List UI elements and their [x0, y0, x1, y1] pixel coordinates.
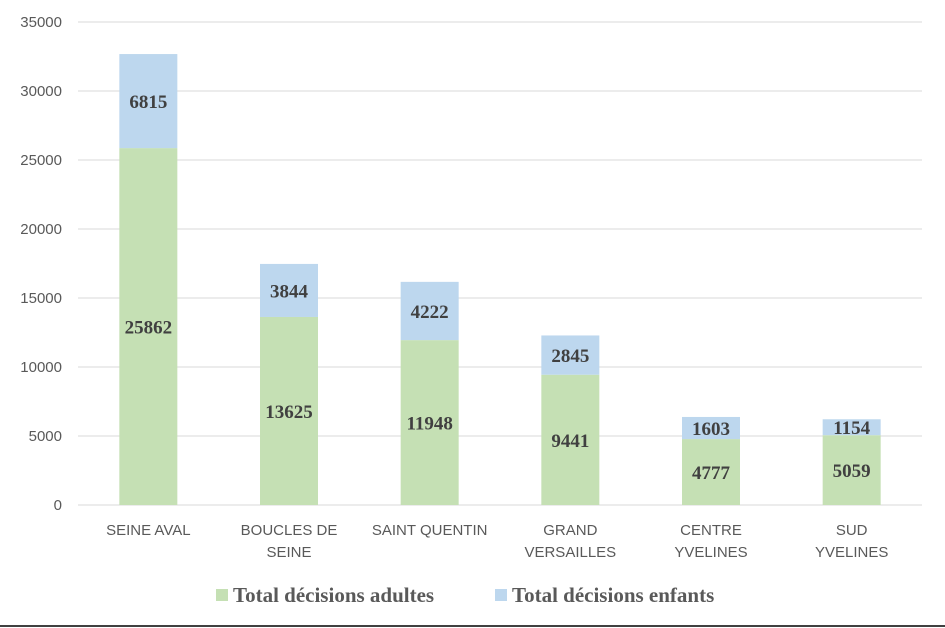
bar-enfants — [260, 263, 318, 317]
bar-adultes — [400, 340, 459, 505]
bar-adultes — [119, 148, 178, 505]
y-tick-label: 10000 — [20, 359, 62, 376]
bar-enfants — [119, 54, 178, 149]
gridlines — [78, 21, 922, 506]
bar-adultes — [260, 316, 318, 505]
bars — [119, 54, 881, 505]
data-label-adultes: 4777 — [692, 463, 731, 484]
y-tick-label: 20000 — [20, 221, 62, 238]
y-tick-label: 15000 — [20, 290, 62, 307]
x-category-label: SUD — [836, 522, 868, 539]
y-tick-label: 5000 — [29, 428, 62, 445]
data-label-enfants: 3844 — [270, 281, 309, 302]
legend-swatch-adultes — [216, 589, 228, 601]
x-category-label: YVELINES — [674, 544, 747, 561]
x-category-label: CENTRE — [680, 522, 742, 539]
x-category-label: BOUCLES DE — [241, 522, 338, 539]
y-tick-label: 25000 — [20, 152, 62, 169]
bar-adultes — [682, 439, 740, 505]
x-category-label: VERSAILLES — [524, 544, 616, 561]
bar-enfants — [541, 335, 600, 375]
data-label-enfants: 1154 — [833, 418, 870, 439]
bar-enfants — [400, 281, 459, 341]
data-label-adultes: 25862 — [125, 318, 173, 339]
y-tick-label: 0 — [54, 497, 62, 514]
x-category-label: SEINE AVAL — [106, 522, 191, 539]
legend-swatch-enfants — [495, 589, 507, 601]
y-tick-label: 35000 — [20, 14, 62, 31]
legend-label-adultes: Total décisions adultes — [233, 583, 434, 607]
x-axis-categories: SEINE AVAL BOUCLES DE SEINE SAINT QUENTIN GR… — [106, 522, 888, 561]
y-axis-ticks: 0 5000 10000 15000 20000 25000 30000 35000 — [20, 14, 62, 514]
y-tick-label: 30000 — [20, 83, 62, 100]
data-label-adultes: 13625 — [265, 402, 313, 423]
x-category-label: GRAND — [543, 522, 597, 539]
data-label-adultes: 5059 — [833, 461, 871, 482]
legend-label-enfants: Total décisions enfants — [512, 583, 714, 607]
data-label-enfants: 4222 — [411, 302, 449, 323]
x-category-label: YVELINES — [815, 544, 888, 561]
bar-adultes — [541, 374, 600, 505]
x-category-label: SEINE — [266, 544, 311, 561]
data-label-enfants: 1603 — [692, 419, 730, 440]
bar-adultes — [822, 435, 881, 505]
x-category-label: SAINT QUENTIN — [372, 522, 488, 539]
bar-enfants — [682, 416, 740, 440]
bar-enfants — [822, 419, 881, 436]
legend: Total décisions adultes Total décisions e… — [216, 583, 714, 607]
data-label-enfants: 2845 — [551, 346, 589, 367]
data-label-enfants: 6815 — [129, 92, 167, 113]
data-label-adultes: 9441 — [551, 431, 589, 452]
data-label-adultes: 11948 — [406, 414, 452, 435]
data-labels: 25862 6815 13625 3844 11948 4222 9441 2845 4777 1… — [125, 92, 871, 484]
